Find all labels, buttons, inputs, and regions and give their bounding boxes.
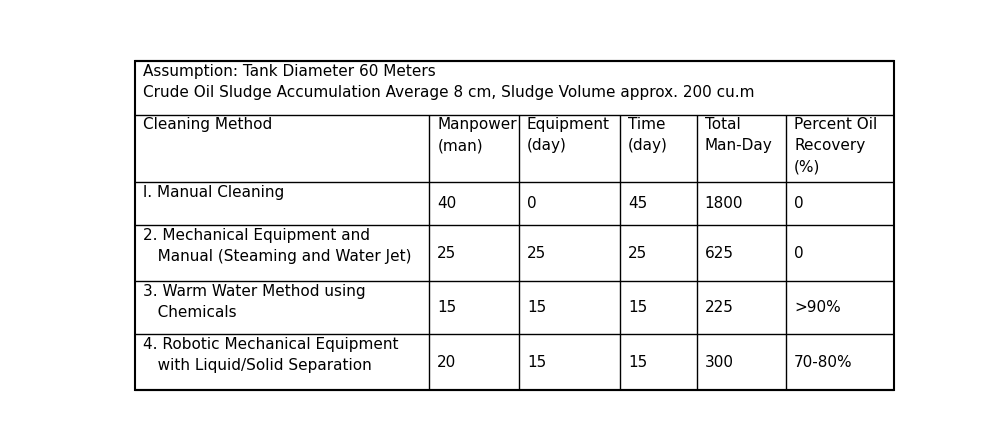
- Text: 15: 15: [628, 355, 647, 370]
- Text: Time
(day): Time (day): [628, 117, 667, 154]
- Text: >90%: >90%: [793, 300, 841, 315]
- Text: 2. Mechanical Equipment and
   Manual (Steaming and Water Jet): 2. Mechanical Equipment and Manual (Stea…: [142, 228, 410, 264]
- Text: 15: 15: [527, 300, 546, 315]
- Text: 25: 25: [628, 246, 647, 261]
- Text: Cleaning Method: Cleaning Method: [142, 117, 272, 132]
- Text: 0: 0: [793, 196, 803, 211]
- Text: Total
Man-Day: Total Man-Day: [704, 117, 771, 154]
- Text: 45: 45: [628, 196, 647, 211]
- Text: 0: 0: [527, 196, 536, 211]
- Text: Assumption: Tank Diameter 60 Meters
Crude Oil Sludge Accumulation Average 8 cm, : Assumption: Tank Diameter 60 Meters Crud…: [142, 64, 753, 100]
- Text: 70-80%: 70-80%: [793, 355, 852, 370]
- Text: 625: 625: [704, 246, 733, 261]
- Text: 40: 40: [437, 196, 456, 211]
- Text: 25: 25: [437, 246, 456, 261]
- Text: 25: 25: [527, 246, 546, 261]
- Text: 15: 15: [628, 300, 647, 315]
- Text: 15: 15: [437, 300, 456, 315]
- Text: Manpower
(man): Manpower (man): [437, 117, 517, 154]
- Text: 4. Robotic Mechanical Equipment
   with Liquid/Solid Separation: 4. Robotic Mechanical Equipment with Liq…: [142, 337, 398, 373]
- Text: 3. Warm Water Method using
   Chemicals: 3. Warm Water Method using Chemicals: [142, 283, 365, 320]
- Text: 0: 0: [793, 246, 803, 261]
- Text: 225: 225: [704, 300, 732, 315]
- Text: 1800: 1800: [704, 196, 742, 211]
- Text: 300: 300: [704, 355, 733, 370]
- Text: Equipment
(day): Equipment (day): [527, 117, 609, 154]
- Text: Percent Oil
Recovery
(%): Percent Oil Recovery (%): [793, 117, 877, 174]
- Text: l. Manual Cleaning: l. Manual Cleaning: [142, 185, 284, 200]
- Text: 15: 15: [527, 355, 546, 370]
- Text: 20: 20: [437, 355, 456, 370]
